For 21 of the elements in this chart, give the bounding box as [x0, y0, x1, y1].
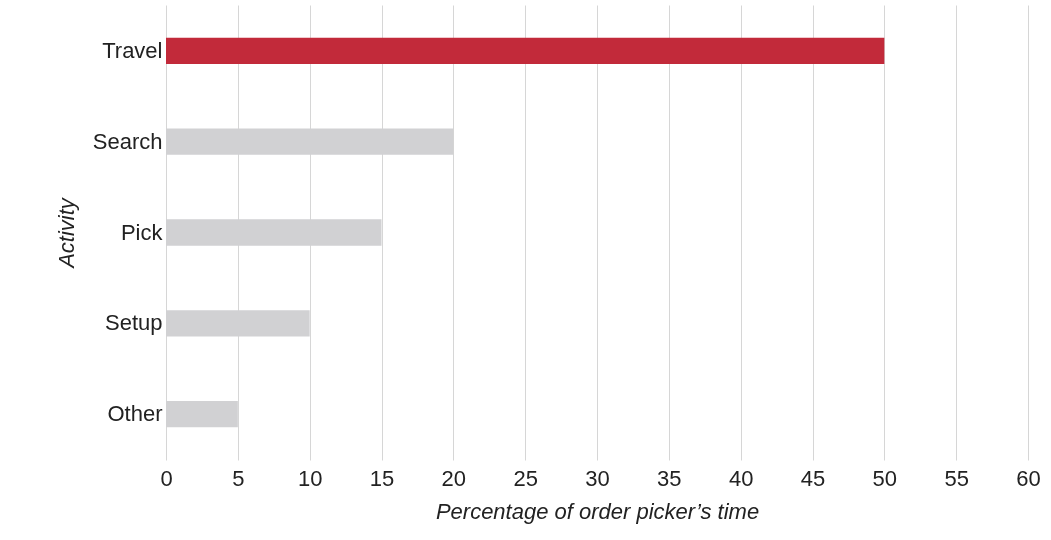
x-tick-label: 15 — [369, 465, 395, 491]
bar — [166, 37, 885, 65]
x-tick-label: 10 — [297, 465, 323, 491]
y-tick-label: Other — [107, 401, 163, 427]
y-tick-label: Setup — [105, 310, 163, 336]
x-tick-label: 5 — [232, 465, 245, 491]
y-tick-label: Travel — [102, 37, 163, 63]
x-tick-label: 0 — [160, 465, 173, 491]
x-tick-label: 25 — [513, 465, 538, 491]
x-tick-label: 40 — [728, 465, 754, 491]
x-tick-label: 35 — [657, 465, 682, 491]
x-tick-label: 55 — [944, 465, 969, 491]
x-tick-label: 50 — [872, 465, 898, 491]
x-tick-label: 60 — [1016, 465, 1041, 491]
x-tick-label: 45 — [800, 465, 826, 491]
y-tick-label: Search — [92, 128, 163, 154]
x-tick-label: 30 — [585, 465, 610, 491]
y-tick-label: Pick — [120, 219, 164, 245]
x-tick-label: 20 — [441, 465, 467, 491]
x-axis-title: Percentage of order picker’s time — [435, 498, 760, 524]
y-axis-title: Activity — [53, 196, 79, 270]
